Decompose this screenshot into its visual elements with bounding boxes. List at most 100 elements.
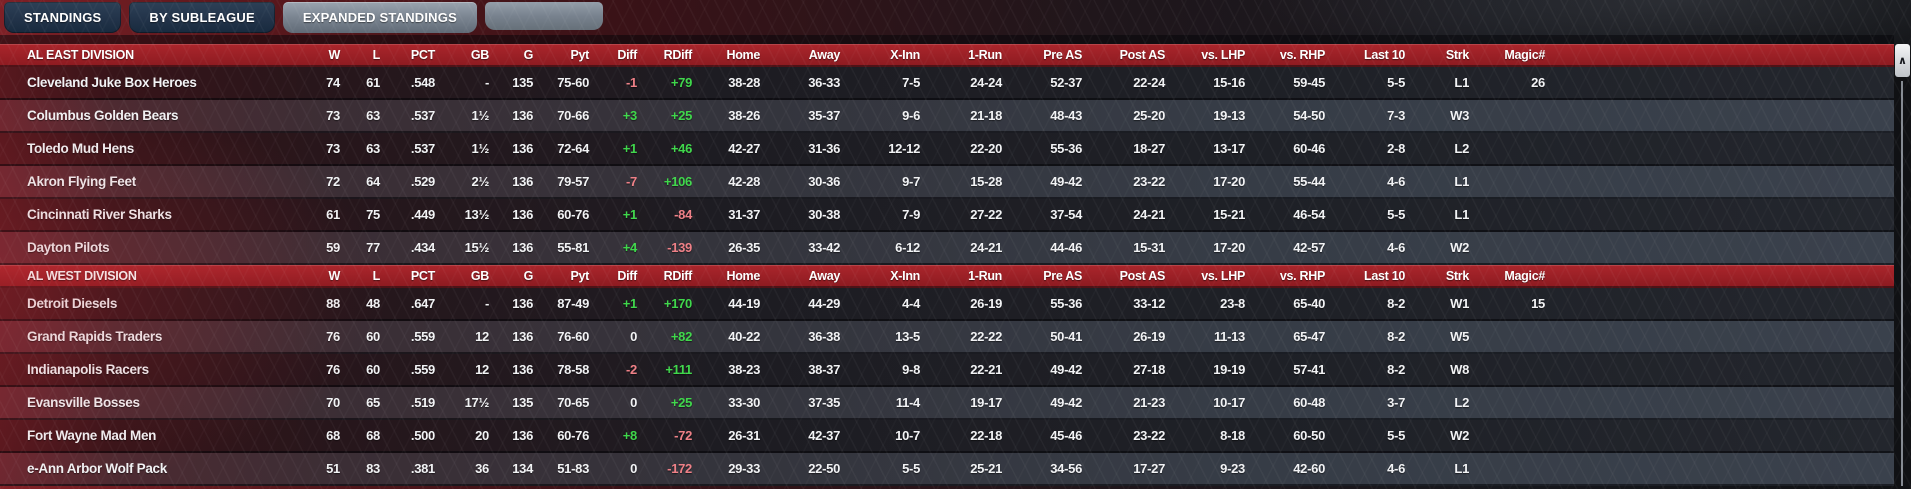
stat-cell: 79-57 [557, 174, 589, 189]
stat-cell: 30-36 [808, 174, 840, 189]
stat-cell: 87-49 [557, 296, 589, 311]
stat-cell: +82 [670, 329, 692, 344]
team-row[interactable]: Cincinnati River Sharks 61 75 .449 13½ 136 60-… [0, 199, 1894, 232]
stat-cell: +25 [670, 108, 692, 123]
column-header: Magic# [1504, 268, 1545, 283]
stat-cell: 4-6 [1387, 240, 1405, 255]
team-row[interactable]: Evansville Bosses 70 65 .519 17½ 135 70-65 0 +25… [0, 387, 1894, 420]
stat-cell: 64 [366, 174, 380, 189]
stat-cell: 33-42 [808, 240, 840, 255]
stat-cell: 26-31 [728, 428, 760, 443]
team-row[interactable]: Cleveland Juke Box Heroes 74 61 .548 - 135 75-… [0, 67, 1894, 100]
stat-cell: 1½ [471, 108, 490, 123]
tab-stub [484, 2, 603, 30]
stat-cell: 63 [366, 108, 380, 123]
stat-cell: 77 [366, 240, 380, 255]
tab-standings[interactable]: STANDINGS [4, 2, 122, 33]
stat-cell: 33-12 [1133, 296, 1165, 311]
stat-cell: 3-7 [1387, 395, 1405, 410]
stat-cell: 7-3 [1387, 108, 1405, 123]
scrollbar[interactable]: ∧ [1894, 35, 1911, 489]
stat-cell: 136 [512, 362, 533, 377]
team-row[interactable]: Grand Rapids Traders 76 60 .559 12 136 76-60 0 +… [0, 321, 1894, 354]
column-header: Pyt [570, 268, 589, 283]
stat-cell: 4-6 [1387, 461, 1405, 476]
stat-cell: 1½ [471, 141, 490, 156]
team-name: Dayton Pilots [27, 240, 110, 255]
stat-cell: 24-24 [970, 75, 1002, 90]
division-name: AL WEST DIVISION [27, 268, 137, 283]
stat-cell: 23-22 [1133, 428, 1165, 443]
stat-cell: 25-21 [970, 461, 1002, 476]
team-row[interactable]: Fort Wayne Mad Men 68 68 .500 20 136 60-76 +8 -7… [0, 420, 1894, 453]
team-row[interactable]: e-Ann Arbor Wolf Pack 51 83 .381 36 134 51-83 0… [0, 453, 1894, 486]
stat-cell: -7 [626, 174, 637, 189]
stat-cell: 38-23 [728, 362, 760, 377]
stat-cell: 21-18 [970, 108, 1002, 123]
scroll-track[interactable] [1894, 81, 1911, 486]
stat-cell: 0 [630, 461, 637, 476]
tab-by-subleague[interactable]: BY SUBLEAGUE [129, 2, 275, 33]
stat-cell: 61 [326, 207, 340, 222]
team-name: Detroit Diesels [27, 296, 118, 311]
division-header-row: AL WEST DIVISION W L PCT GB G Pyt Diff RDiff Home… [0, 265, 1894, 288]
stat-cell: 15-16 [1213, 75, 1245, 90]
stat-cell: 49-42 [1050, 362, 1082, 377]
stat-cell: 60 [366, 362, 380, 377]
stat-cell: 17-20 [1213, 240, 1245, 255]
stat-cell: 40-22 [728, 329, 760, 344]
stat-cell: 23-8 [1220, 296, 1245, 311]
stat-cell: 26 [1531, 75, 1545, 90]
stat-cell: 20 [475, 428, 489, 443]
stat-cell: .500 [410, 428, 435, 443]
stat-cell: 70-66 [557, 108, 589, 123]
stat-cell: .548 [410, 75, 435, 90]
stat-cell: 44-46 [1050, 240, 1082, 255]
team-row[interactable]: Columbus Golden Bears 73 63 .537 1½ 136 70-66 +… [0, 100, 1894, 133]
stat-cell: 136 [512, 329, 533, 344]
team-row[interactable]: Akron Flying Feet 72 64 .529 2½ 136 79-57 -7 +10… [0, 166, 1894, 199]
column-header: Away [808, 268, 841, 283]
stat-cell: 134 [512, 461, 533, 476]
stat-cell: 10-7 [895, 428, 920, 443]
team-row[interactable]: Indianapolis Racers 76 60 .559 12 136 78-58 -2 +… [0, 354, 1894, 387]
stat-cell: .559 [410, 329, 435, 344]
stat-cell: 17-27 [1133, 461, 1165, 476]
column-header: Post AS [1119, 268, 1166, 283]
stat-cell: .434 [410, 240, 435, 255]
column-header: vs. RHP [1279, 47, 1325, 62]
stat-cell: 22-22 [970, 329, 1002, 344]
stat-cell: 15-28 [970, 174, 1002, 189]
column-header: vs. LHP [1201, 268, 1245, 283]
tab-expanded-standings[interactable]: EXPANDED STANDINGS [282, 2, 477, 33]
stat-cell: 11-13 [1213, 329, 1245, 344]
stat-cell: 10-17 [1213, 395, 1245, 410]
team-row[interactable]: Toledo Mud Hens 73 63 .537 1½ 136 72-64 +1 +46 42… [0, 133, 1894, 166]
team-name: Grand Rapids Traders [27, 329, 163, 344]
stat-cell: 4-4 [902, 296, 920, 311]
column-header: Diff [617, 47, 637, 62]
team-name: Cincinnati River Sharks [27, 207, 172, 222]
stat-cell: 42-37 [808, 428, 840, 443]
team-row[interactable]: Dayton Pilots 59 77 .434 15½ 136 55-81 +4 -139 26… [0, 232, 1894, 265]
stat-cell: 38-28 [728, 75, 760, 90]
stat-cell: L1 [1454, 174, 1469, 189]
column-header: Magic# [1504, 47, 1545, 62]
stat-cell: 15 [1531, 296, 1545, 311]
stat-cell: L2 [1454, 141, 1469, 156]
stat-cell: 136 [512, 108, 533, 123]
stat-cell: 8-2 [1387, 329, 1405, 344]
stat-cell: 8-2 [1387, 362, 1405, 377]
stat-cell: 17-20 [1213, 174, 1245, 189]
stat-cell: +106 [663, 174, 692, 189]
stat-cell: L1 [1454, 207, 1469, 222]
stat-cell: 34-56 [1050, 461, 1082, 476]
stat-cell: +8 [622, 428, 638, 443]
stat-cell: 75-60 [557, 75, 589, 90]
stat-cell: 51 [326, 461, 340, 476]
stat-cell: .381 [410, 461, 435, 476]
stat-cell: 59 [326, 240, 340, 255]
scroll-up-button[interactable]: ∧ [1895, 44, 1910, 77]
team-row[interactable]: Detroit Diesels 88 48 .647 - 136 87-49 +1 +170 44… [0, 288, 1894, 321]
